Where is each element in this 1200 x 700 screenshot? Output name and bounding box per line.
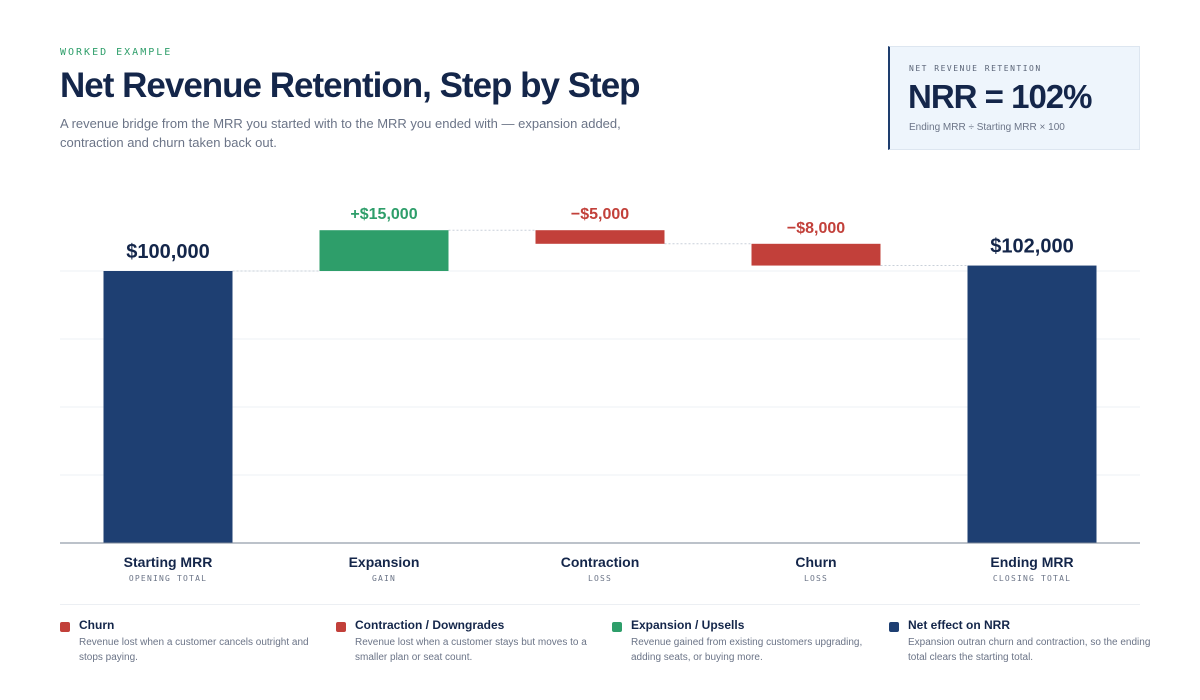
bar-churn bbox=[751, 243, 881, 266]
category-sublabel-contraction: LOSS bbox=[588, 574, 612, 583]
category-label-ending-mrr: Ending MRR bbox=[990, 554, 1073, 570]
bar-contraction bbox=[535, 230, 665, 244]
value-label-starting-mrr: $100,000 bbox=[126, 241, 209, 263]
category-label-churn: Churn bbox=[795, 554, 836, 570]
legend-title: Churn bbox=[79, 618, 115, 632]
category-label-starting-mrr: Starting MRR bbox=[124, 554, 213, 570]
legend-title: Expansion / Upsells bbox=[631, 618, 745, 632]
legend-swatch bbox=[336, 622, 346, 632]
legend-description: Expansion outran churn and contraction, … bbox=[908, 637, 1151, 663]
kpi-value: NRR = 102% bbox=[908, 78, 1093, 115]
kpi-label: NET REVENUE RETENTION bbox=[909, 64, 1042, 73]
category-label-contraction: Contraction bbox=[561, 554, 640, 570]
bar-expansion bbox=[319, 230, 449, 271]
kpi-formula: Ending MRR ÷ Starting MRR × 100 bbox=[909, 122, 1065, 133]
category-label-expansion: Expansion bbox=[349, 554, 420, 570]
nrr-kpi-card: NET REVENUE RETENTION NRR = 102% Ending … bbox=[888, 46, 1140, 150]
legend-description: Revenue lost when a customer stays but m… bbox=[355, 637, 587, 663]
waterfall-chart: $100,000 Starting MRR OPENING TOTAL +$15,00… bbox=[60, 206, 1140, 583]
bar-starting-mrr bbox=[103, 271, 233, 543]
category-sublabel-ending-mrr: CLOSING TOTAL bbox=[993, 574, 1071, 583]
legend-swatch bbox=[889, 622, 899, 632]
legend-description: Revenue lost when a customer cancels out… bbox=[79, 637, 309, 663]
value-label-ending-mrr: $102,000 bbox=[990, 236, 1073, 258]
legend-swatch bbox=[612, 622, 622, 632]
bar-ending-mrr bbox=[967, 265, 1097, 543]
legend-swatch bbox=[60, 622, 70, 632]
legend-title: Net effect on NRR bbox=[908, 618, 1011, 632]
eyebrow-label: WORKED EXAMPLE bbox=[60, 47, 173, 58]
page-subtitle: A revenue bridge from the MRR you starte… bbox=[60, 116, 621, 150]
legend-description: Revenue gained from existing customers u… bbox=[631, 637, 863, 663]
legend: Churn Revenue lost when a customer cancel… bbox=[60, 618, 1150, 678]
category-sublabel-churn: LOSS bbox=[804, 574, 828, 583]
value-label-churn: −$8,000 bbox=[787, 220, 845, 237]
legend-divider bbox=[60, 604, 1140, 605]
value-label-contraction: −$5,000 bbox=[571, 206, 629, 223]
category-sublabel-expansion: GAIN bbox=[372, 574, 396, 583]
value-label-expansion: +$15,000 bbox=[350, 206, 417, 223]
category-sublabel-starting-mrr: OPENING TOTAL bbox=[129, 574, 207, 583]
legend-title: Contraction / Downgrades bbox=[355, 618, 505, 632]
page-title: Net Revenue Retention, Step by Step bbox=[60, 66, 641, 105]
